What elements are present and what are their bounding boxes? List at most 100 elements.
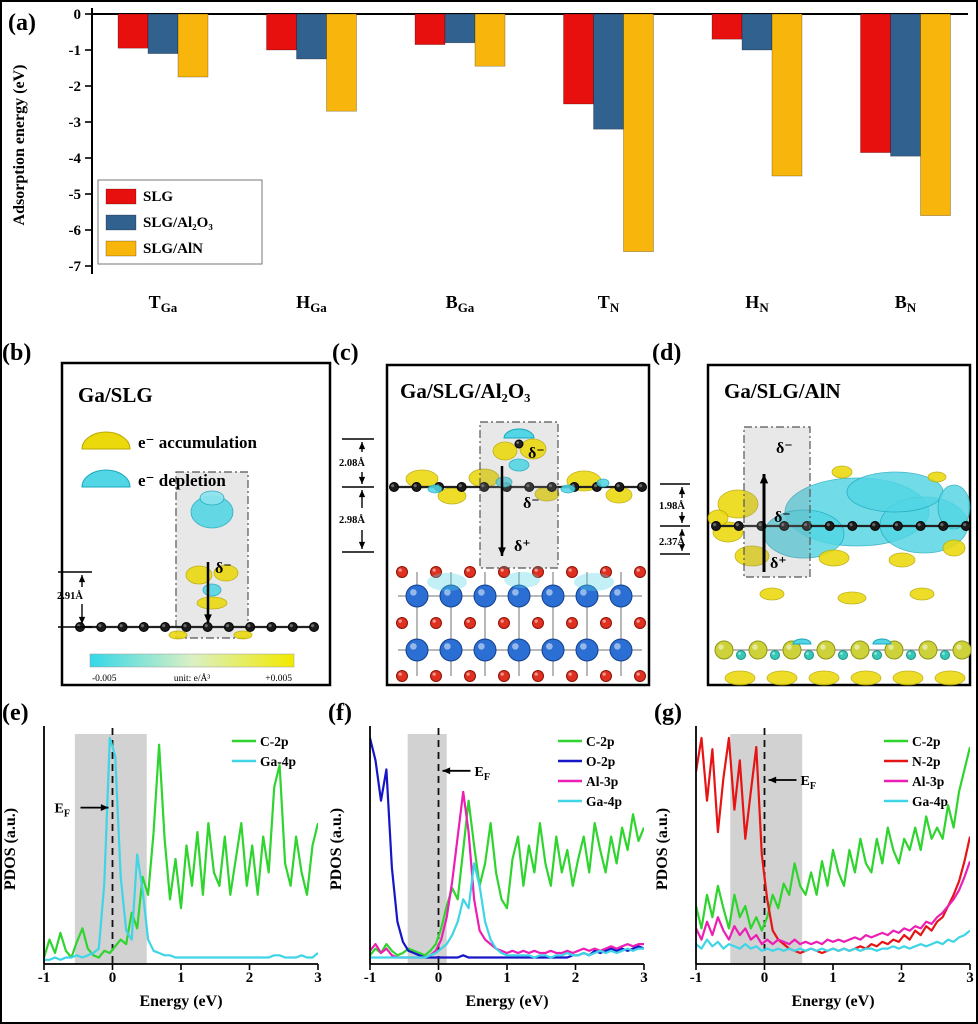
x-axis-title: Energy (eV): [465, 993, 548, 1010]
x-tick-label: 1: [177, 970, 185, 986]
pdos-art-g: -1 0 1 2 3 Energy (eV) PDOS (a.u.) C-2p N-2p Al-3…: [654, 726, 974, 1010]
x-tick-label: 3: [966, 970, 974, 986]
category-label: HGa: [296, 292, 327, 315]
x-tick-label: 1: [503, 970, 511, 986]
colorbar-min-label: -0.005: [92, 674, 117, 684]
legend-entry-O-2p: O-2p: [586, 754, 615, 769]
delta-minus-mid-d: δ⁻: [774, 509, 791, 526]
distance-bottom-label-c: 2.98Å: [339, 514, 365, 526]
panel-d-title: Ga/SLG/AlN: [724, 379, 841, 403]
pdos-axes: -1 0 1 2 3 Energy (eV) PDOS (a.u.): [328, 726, 648, 1010]
colorbar-unit-label: unit: e/Å³: [174, 672, 211, 684]
x-tick-label: -1: [690, 970, 703, 986]
legend-entry-Ga-4p: Ga-4p: [260, 754, 296, 769]
svg-text:EF: EF: [55, 802, 70, 820]
legend-entry-SLG/Al₂O₃: SLG/Al₂O₃: [143, 215, 213, 231]
category-label: TGa: [149, 292, 178, 315]
distance-label-b: 2.91Å: [57, 590, 83, 602]
bar-SLG/AlN-HGa: [326, 13, 357, 112]
category-label: TN: [598, 292, 620, 315]
category-label: HN: [745, 292, 769, 315]
bar-SLG/AlN-BGa: [474, 13, 506, 67]
bar-SLG-HN: [711, 13, 743, 40]
legend-entry-SLG: SLG: [143, 189, 173, 205]
panel-c-structure: (c) Ga/SLG/Al₂O₃ 2.08Å 2.98Å δ⁻ δ⁻ δ⁺: [332, 340, 651, 687]
svg-text:EF: EF: [801, 774, 816, 792]
curve-C-2p: [44, 743, 318, 959]
pdos-curves: [44, 736, 318, 961]
curve-Ga-4p: [44, 736, 318, 961]
y-tick-label: 0: [74, 7, 82, 23]
panel-a-label: (a): [8, 10, 36, 36]
x-axis-title: Energy (eV): [139, 993, 222, 1010]
fermi-annotation: EF: [442, 765, 490, 783]
pdos-legend: C-2p O-2p Al-3p Ga-4p: [558, 734, 622, 809]
bar-SLG/Al₂O₃-HN: [741, 13, 773, 51]
category-label: BGa: [446, 292, 475, 315]
distance-top-label-d: 1.98Å: [659, 500, 685, 512]
legend-entry-Ga-4p: Ga-4p: [912, 794, 948, 809]
fermi-annotation: EF: [768, 774, 816, 792]
pdos-art-f: -1 0 1 2 3 Energy (eV) PDOS (a.u.) C-2p O-2p Al-3…: [328, 726, 648, 1010]
pdos-panels: -1 0 1 2 3 Energy (eV) PDOS (a.u.) C-2p Ga-4p EF …: [0, 694, 978, 1024]
x-tick-label: 1: [829, 970, 837, 986]
y-tick-label: -3: [69, 115, 82, 131]
x-tick-label: -1: [364, 970, 377, 986]
bar-SLG/AlN-TN: [623, 13, 654, 252]
pdos-axes: -1 0 1 2 3 Energy (eV) PDOS (a.u.): [2, 726, 322, 1010]
curve-Al-3p: [696, 860, 970, 946]
x-tick-label: 2: [572, 970, 580, 986]
panel-c-label: (c): [332, 340, 359, 366]
x-tick-label: 3: [314, 970, 322, 986]
fermi-shaded-region: [730, 734, 803, 964]
pdos-curves: [370, 737, 644, 959]
x-tick-label: 2: [898, 970, 906, 986]
panel-f-label: (f): [328, 700, 352, 726]
bar-SLG-TN: [563, 13, 594, 105]
pdos-legend: C-2p Ga-4p: [232, 734, 296, 769]
delta-plus-d: δ⁺: [770, 555, 787, 572]
bar-SLG/Al₂O₃-HGa: [296, 13, 327, 60]
pdos-legend: C-2p N-2p Al-3p Ga-4p: [884, 734, 948, 809]
panel-d-label: (d): [652, 340, 681, 366]
curve-C-2p: [696, 746, 970, 932]
accumulation-legend-label: e⁻ accumulation: [138, 433, 258, 452]
distance-bottom-label-d: 2.37Å: [659, 536, 685, 548]
adsorption-bar-chart: 0 -1 -2 -3 -4 -5 -6 -7 Adsorption energy (eV) TGa…: [8, 7, 968, 315]
pdos-chart-ga-slg-aln: -1 0 1 2 3 Energy (eV) PDOS (a.u.) C-2p N-2p Al-3…: [654, 700, 974, 1010]
pdos-chart-ga-slg-al2o3: -1 0 1 2 3 Energy (eV) PDOS (a.u.) C-2p O-2p Al-3…: [328, 700, 648, 1010]
curve-Ga-4p: [696, 929, 970, 952]
colorbar: [89, 653, 295, 668]
bar-SLG/Al₂O₃-BN: [890, 13, 921, 157]
panel-e-label: (e): [2, 700, 29, 726]
legend-entry-C-2p: C-2p: [260, 734, 289, 749]
bar-SLG-BN: [860, 13, 891, 153]
y-tick-label: -2: [69, 79, 82, 95]
x-tick-label: 2: [246, 970, 254, 986]
charge-density-panels: (b) Ga/SLG e⁻ accumulation e⁻ depletion …: [0, 332, 978, 694]
bar-SLG/Al₂O₃-BGa: [444, 13, 476, 44]
panel-b-structure: (b) Ga/SLG e⁻ accumulation e⁻ depletion …: [2, 340, 332, 687]
x-tick-label: 3: [640, 970, 648, 986]
bar-chart-art: 0 -1 -2 -3 -4 -5 -6 -7 Adsorption energy (eV) TGa…: [11, 7, 968, 315]
bar-SLG/AlN-BN: [920, 13, 951, 216]
distance-top-label-c: 2.08Å: [339, 457, 365, 469]
panel-c-title: Ga/SLG/Al₂O₃: [400, 379, 530, 403]
bar-SLG-BGa: [414, 13, 446, 45]
legend-entry-C-2p: C-2p: [912, 734, 941, 749]
x-tick-label: 0: [761, 970, 769, 986]
panel-a: 0 -1 -2 -3 -4 -5 -6 -7 Adsorption energy (eV) TGa…: [0, 0, 978, 332]
fermi-shaded-region: [74, 734, 147, 964]
depletion-legend-label: e⁻ depletion: [138, 471, 226, 490]
y-axis-title: PDOS (a.u.): [2, 808, 19, 890]
ga-slg-al2o3-structure-art: [342, 363, 651, 687]
fermi-annotation: EF: [55, 802, 109, 820]
y-tick-label: -1: [69, 43, 82, 59]
x-tick-label: 0: [435, 970, 443, 986]
delta-minus-mid-c: δ⁻: [523, 495, 540, 512]
x-axis-title: Energy (eV): [791, 993, 874, 1010]
bar-SLG/AlN-HN: [771, 13, 803, 177]
bars: [117, 13, 951, 252]
